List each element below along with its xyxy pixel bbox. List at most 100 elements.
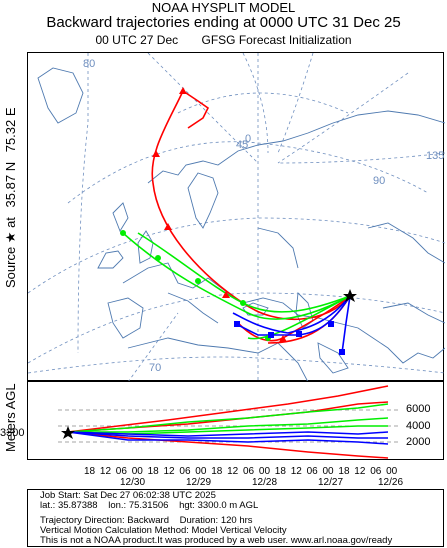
map-panel[interactable]: 80 0 45 90 135 70	[27, 52, 445, 382]
hour-tick-label: 12	[290, 466, 302, 477]
red-marker	[152, 150, 160, 157]
model-title: NOAA HYSPLIT MODEL	[151, 0, 296, 15]
forecast-subtitle: 00 UTC 27 Dec GFSG Forecast Initializati…	[0, 33, 447, 47]
arabia-coast	[317, 342, 349, 374]
traj-green-2	[137, 232, 351, 313]
trajectory-title: Backward trajectories ending at 0000 UTC…	[46, 14, 401, 31]
date-label-1226: 12/26	[378, 477, 404, 488]
hour-tick-label: 12	[227, 466, 239, 477]
meridian-line	[277, 72, 409, 164]
ytick-6000: 6000	[406, 403, 431, 415]
hour-tick-label: 00	[322, 466, 334, 477]
traj-blue-3	[341, 295, 351, 354]
traj-blue-1	[232, 295, 351, 334]
siberia-coast	[367, 222, 445, 264]
source-coords: lat.: 35.87388 lon.: 75.31506 hgt: 3300.…	[40, 500, 266, 511]
vertical-method: Vertical Motion Calculation Method: Mode…	[40, 525, 287, 536]
hour-tick-label: 00	[386, 466, 398, 477]
blue-marker	[296, 331, 302, 337]
parallel-line	[28, 217, 445, 294]
parallel-line	[177, 92, 349, 114]
hour-tick-label: 18	[338, 466, 350, 477]
scandinavia-coast	[187, 172, 219, 229]
blue-marker	[268, 332, 274, 338]
hour-tick-label: 06	[306, 466, 318, 477]
parallel-line	[28, 356, 445, 374]
profile-blue-2	[67, 431, 389, 445]
info-direction: Trajectory Direction: Backward	[40, 515, 169, 526]
hour-tick-label: 06	[115, 466, 127, 477]
green-marker	[195, 278, 201, 284]
date-label-1230: 12/30	[120, 477, 146, 488]
green-marker	[120, 230, 126, 236]
start-height-label: 3300	[0, 427, 25, 439]
label-lon90: 90	[373, 175, 385, 187]
profile-blue-1	[67, 431, 388, 439]
ytick-2000: 2000	[406, 436, 431, 448]
profile-green-2	[68, 417, 389, 433]
info-lon: lon.: 75.31506	[108, 500, 169, 511]
red-marker	[164, 223, 172, 230]
caspian-coast	[295, 292, 314, 329]
traj-red-1	[151, 90, 351, 321]
forecast-source: GFSG Forecast Initialization	[201, 33, 352, 47]
interior-border	[167, 292, 219, 324]
green-marker	[240, 300, 246, 306]
blue-marker	[339, 349, 345, 355]
hour-tick-label: 18	[147, 466, 159, 477]
hour-tick-label: 12	[354, 466, 366, 477]
profile-blue-3	[67, 431, 389, 437]
coastlines	[37, 67, 445, 382]
ireland-coast	[97, 250, 124, 269]
traj-green-3	[247, 295, 351, 340]
meridian-line	[277, 53, 314, 154]
date-label-1229: 12/29	[186, 477, 212, 488]
meridian-line	[277, 152, 445, 164]
info-panel: Job Start: Sat Dec 27 06:02:38 UTC 2025 …	[27, 489, 444, 547]
iceland-coast	[112, 202, 129, 233]
profile-ylabel: Meters AGL	[3, 383, 18, 452]
north-africa-coast	[127, 337, 309, 382]
label-lat80: 80	[83, 58, 95, 70]
hour-tick-label: 18	[274, 466, 286, 477]
hour-tick-label: 00	[258, 466, 271, 477]
map-svg: 80 0 45 90 135 70	[28, 53, 445, 382]
hour-tick-label: 06	[370, 466, 382, 477]
traj-green-1	[122, 232, 351, 320]
blue-marker	[328, 321, 334, 327]
britain-coast	[137, 230, 154, 264]
southern-coast	[122, 262, 445, 364]
red-marker	[222, 291, 230, 298]
date-label-1227: 12/27	[318, 477, 344, 488]
source-lon: 75.32 E	[3, 107, 18, 153]
info-lat: lat.: 35.87388	[40, 500, 98, 511]
profile-red-1	[67, 385, 389, 433]
label-lon0: 0	[245, 133, 251, 145]
profile-svg	[58, 385, 398, 459]
label-lat70: 70	[149, 362, 161, 374]
meridian-line	[147, 53, 259, 164]
info-hgt: hgt: 3300.0 m AGL	[179, 500, 259, 511]
hour-tick-label: 06	[179, 466, 191, 477]
hour-tick-label: 06	[243, 466, 255, 477]
iberia-coast	[107, 297, 144, 339]
blue-marker	[234, 321, 240, 327]
parallel-line	[67, 141, 429, 204]
date-label-1228: 12/28	[252, 477, 278, 488]
hour-tick-label: 00	[195, 466, 207, 477]
hour-tick-label: 18	[211, 466, 223, 477]
black-sea-coast	[242, 302, 269, 316]
meridian-line	[127, 312, 179, 382]
source-lat: 35.87 N	[3, 161, 18, 208]
arctic-coast	[147, 110, 445, 184]
height-profile-panel[interactable]	[27, 381, 444, 460]
forecast-time: 00 UTC 27 Dec	[95, 33, 179, 47]
hour-tick-label: 18	[84, 466, 96, 477]
trajectory-markers	[120, 87, 357, 355]
source-location-label: Source ★ at 35.87 N 75.32 E	[3, 101, 19, 288]
profile-red-3	[67, 431, 389, 459]
interior-border	[382, 302, 445, 324]
source-star-icon	[343, 289, 357, 302]
disclaimer: This is not a NOAA product.It was produc…	[40, 535, 393, 546]
parallel-line	[28, 292, 445, 364]
